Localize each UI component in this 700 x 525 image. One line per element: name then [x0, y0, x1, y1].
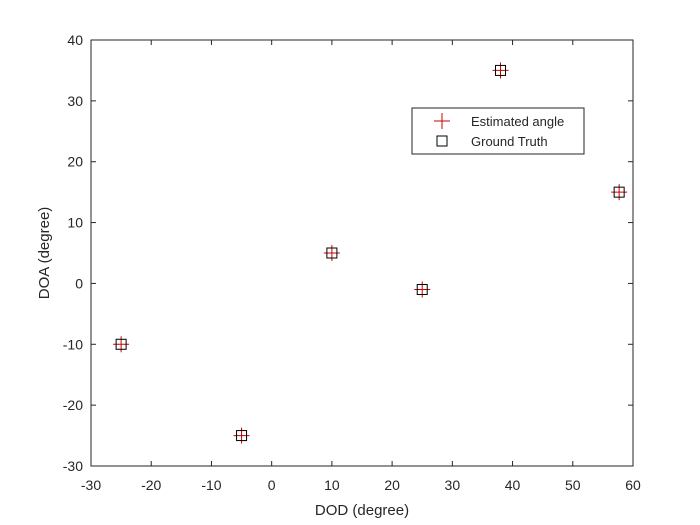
y-tick-label: 0	[75, 275, 83, 291]
x-tick-label: -30	[81, 477, 101, 493]
y-tick-label: 40	[67, 32, 83, 48]
legend-label-ground-truth: Ground Truth	[471, 134, 548, 149]
legend-plus-icon	[434, 113, 450, 129]
x-tick-label: 60	[625, 477, 641, 493]
y-tick-label: 10	[67, 215, 83, 231]
y-tick-label: -10	[63, 336, 83, 352]
ground-truth-point	[326, 247, 338, 259]
y-tick-label: 20	[67, 154, 83, 170]
y-tick-label: -20	[63, 397, 83, 413]
legend-square-icon	[436, 135, 448, 147]
axis-ticks: -30 -20 -10 0 10 20 30 40 50 60 -30 -20 -10 0 10 20 30 40	[63, 32, 641, 493]
legend: Estimated angle Ground Truth	[411, 107, 585, 155]
x-tick-label: 50	[565, 477, 581, 493]
x-tick-label: 20	[384, 477, 400, 493]
ground-truth-point	[495, 64, 507, 76]
x-tick-label: 30	[445, 477, 461, 493]
ground-truth-point	[416, 284, 428, 296]
ground-truth-point	[613, 186, 625, 198]
legend-label-estimated: Estimated angle	[471, 114, 564, 129]
ground-truth-point	[115, 338, 127, 350]
ground-truth-point	[236, 430, 248, 442]
plot-area	[90, 39, 634, 467]
x-tick-label: -20	[141, 477, 161, 493]
x-tick-label: 40	[505, 477, 521, 493]
x-tick-label: -10	[201, 477, 221, 493]
y-tick-label: 30	[67, 93, 83, 109]
legend-marks	[434, 113, 450, 147]
x-axis-label: DOD (degree)	[315, 502, 409, 519]
y-tick-label: -30	[63, 458, 83, 474]
x-tick-label: 0	[268, 477, 276, 493]
data-marks	[113, 62, 628, 444]
x-tick-label: 10	[324, 477, 340, 493]
y-axis-label: DOA (degree)	[36, 207, 53, 300]
